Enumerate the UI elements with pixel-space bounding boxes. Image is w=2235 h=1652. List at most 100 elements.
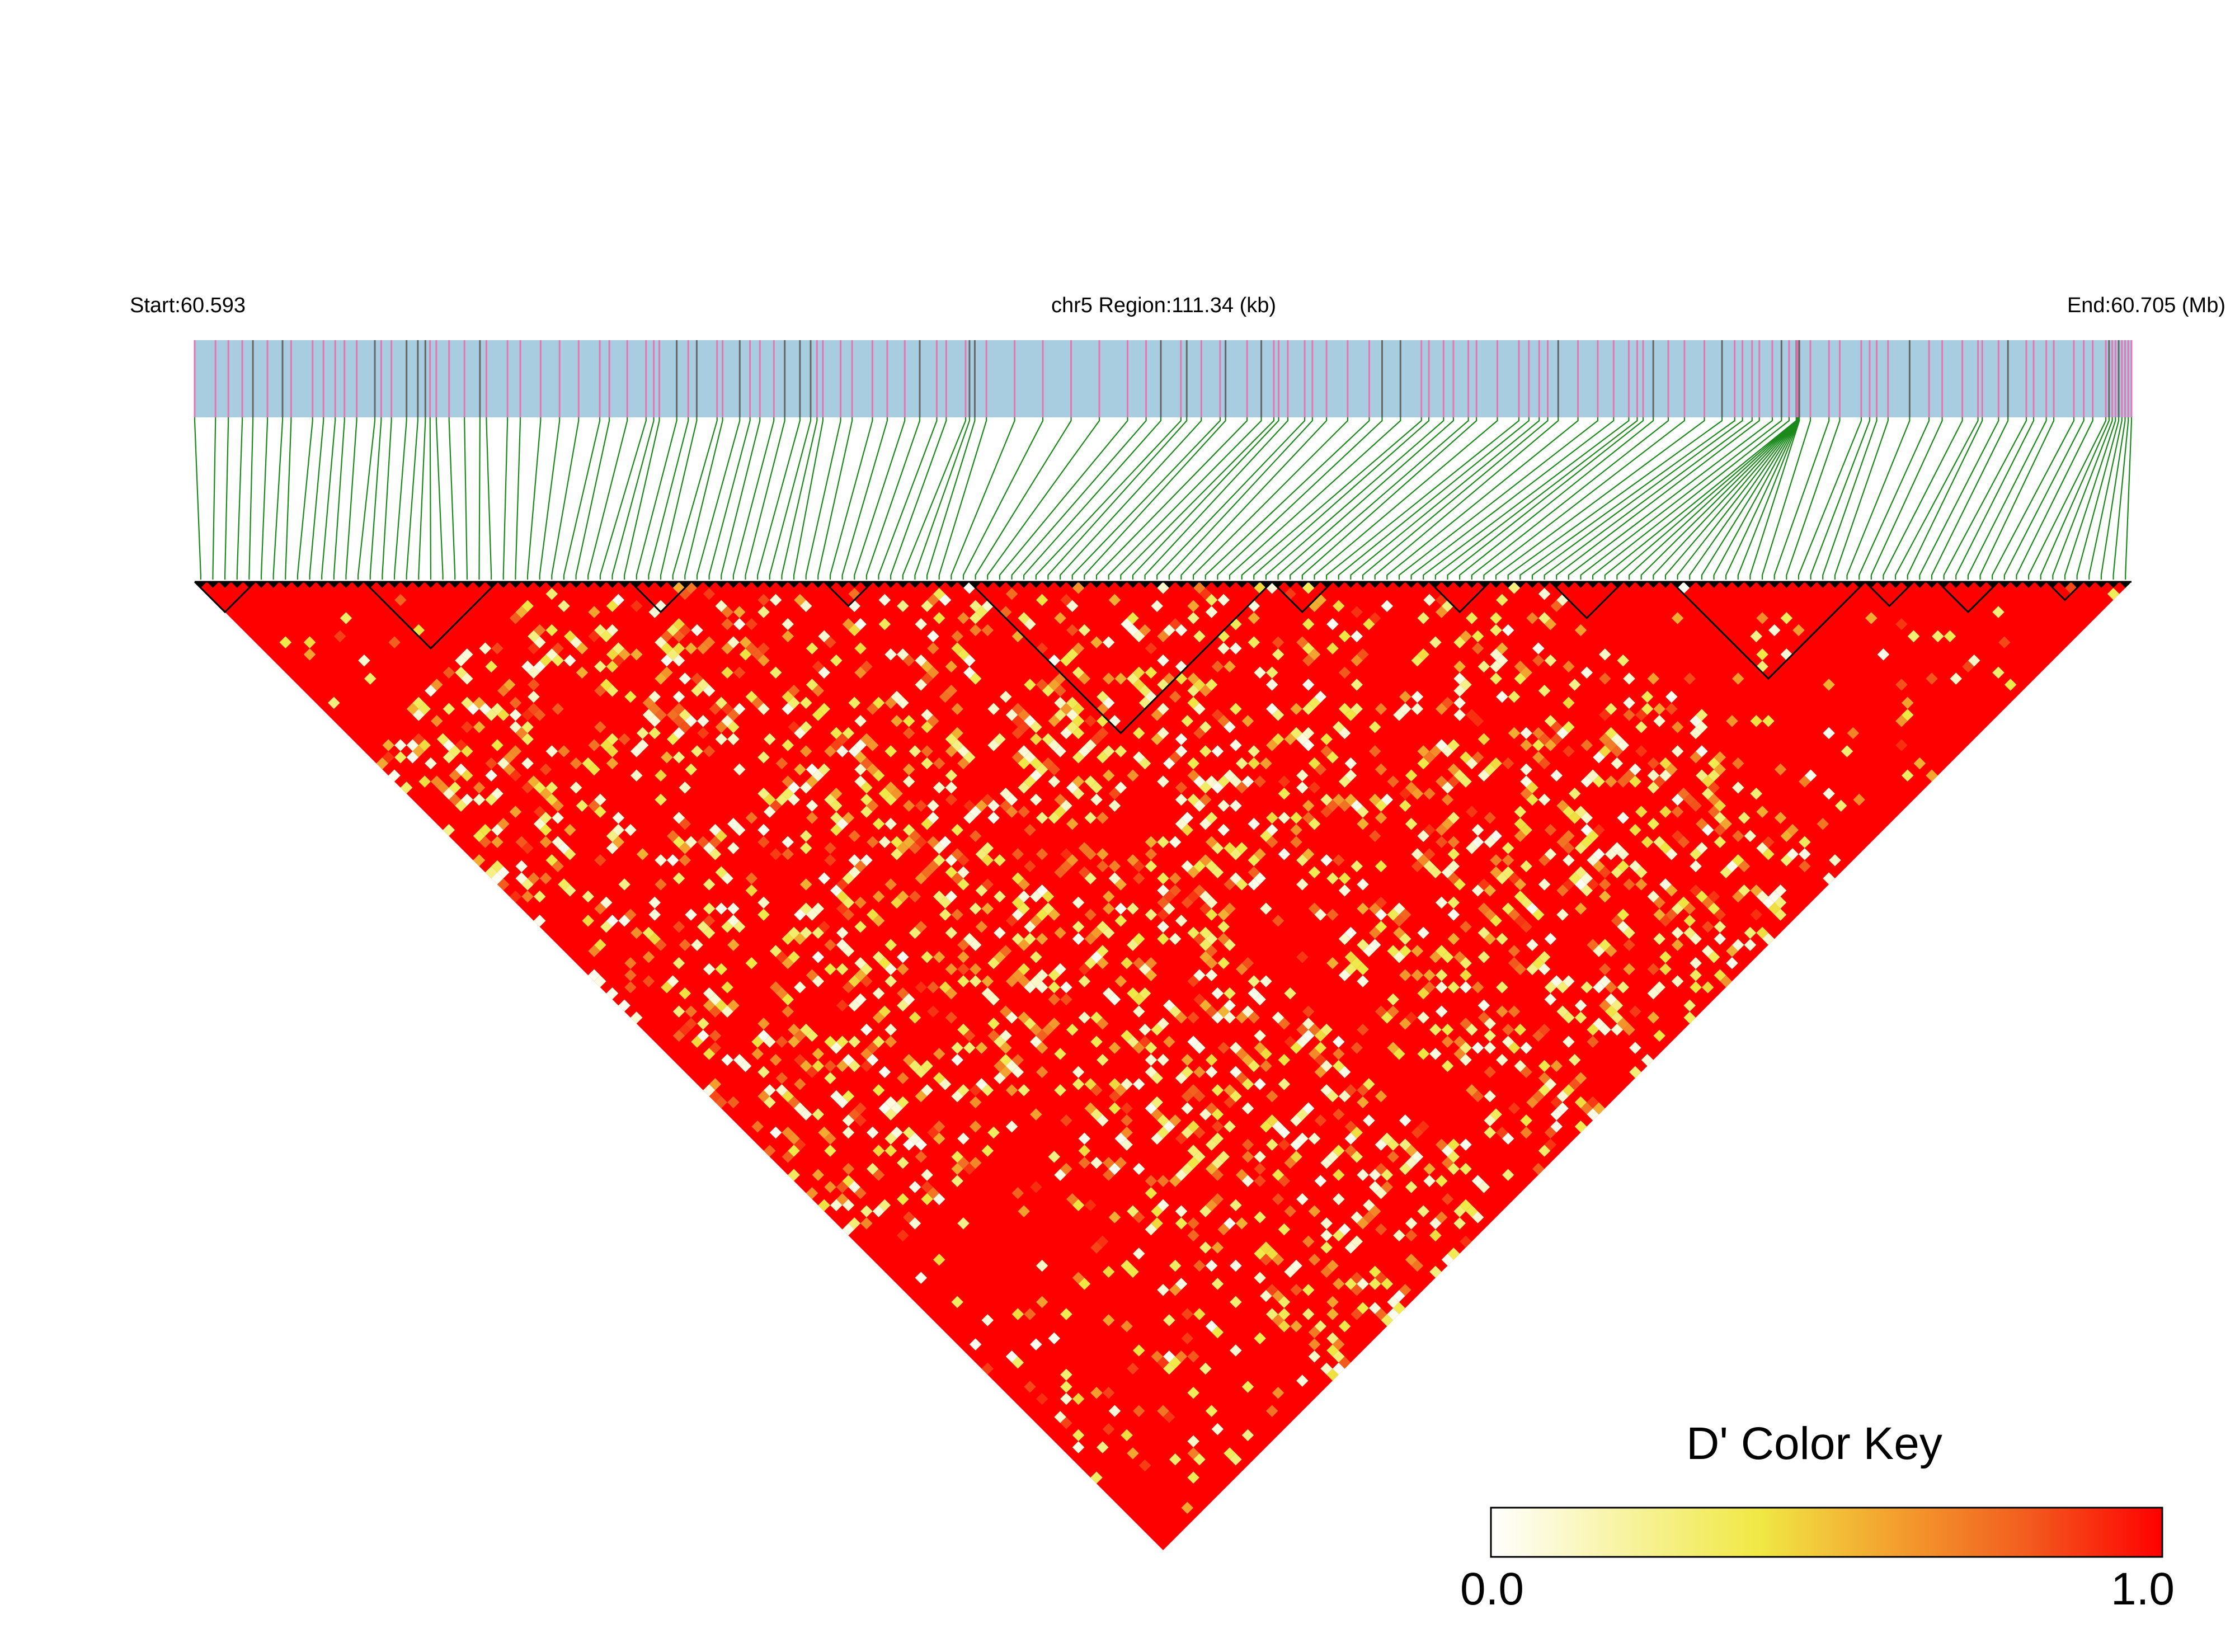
ld-cell xyxy=(981,1362,994,1375)
ld-cell xyxy=(1169,1283,1182,1296)
ld-cell xyxy=(1375,1223,1387,1236)
snp-marker xyxy=(1937,582,1950,588)
ld-cell xyxy=(799,878,812,891)
snp-marker xyxy=(1659,582,1672,588)
ld-cell xyxy=(872,1011,885,1024)
snp-marker xyxy=(364,582,377,588)
ld-cell xyxy=(570,782,582,794)
ld-cell xyxy=(594,721,606,733)
ld-cell xyxy=(1175,782,1188,794)
ld-cell xyxy=(1563,1036,1575,1048)
ld-cell xyxy=(1471,1211,1484,1223)
ld-cell xyxy=(902,763,915,776)
ld-cell xyxy=(1665,909,1678,921)
ld-cell xyxy=(1175,1011,1188,1024)
ld-cell xyxy=(1363,1114,1375,1127)
ld-cell xyxy=(1538,733,1551,746)
ld-cell xyxy=(1036,1296,1048,1309)
ld-cell xyxy=(1181,1162,1194,1175)
snp-connector xyxy=(999,417,1128,580)
ld-cell xyxy=(751,1048,764,1060)
snp-connector xyxy=(914,417,971,580)
ld-cell xyxy=(539,812,552,824)
ld-cell xyxy=(757,823,770,836)
ld-cell xyxy=(1647,817,1660,830)
snp-marker xyxy=(2046,582,2059,588)
ld-cell xyxy=(358,654,370,667)
ld-cell xyxy=(479,823,492,836)
ld-cell xyxy=(1308,817,1321,830)
ld-cell xyxy=(418,775,431,788)
snp-connector xyxy=(393,417,407,580)
ld-cell xyxy=(1199,1362,1212,1375)
ld-cell xyxy=(921,709,933,721)
ld-cell xyxy=(1798,848,1811,860)
ld-cell xyxy=(715,902,728,915)
ld-cell xyxy=(539,787,552,800)
ld-cell xyxy=(1072,775,1085,788)
ld-cell xyxy=(1181,1102,1194,1115)
ld-cell xyxy=(528,642,540,655)
ld-cell xyxy=(1248,975,1260,987)
ld-cell xyxy=(1127,769,1139,782)
ld-cell xyxy=(1011,933,1024,945)
ld-cell xyxy=(436,733,449,746)
snp-connector xyxy=(1580,417,1782,580)
ld-cell xyxy=(1181,1066,1194,1079)
ld-cell xyxy=(1084,715,1097,727)
snp-connector xyxy=(435,417,444,580)
ld-cell xyxy=(1544,1078,1557,1090)
ld-cell xyxy=(1090,1108,1103,1121)
ld-cell xyxy=(1145,1102,1158,1115)
ld-cell xyxy=(1296,878,1309,891)
ld-cell xyxy=(933,1072,945,1084)
ld-cell xyxy=(1357,1023,1369,1036)
ld-cell xyxy=(1090,1156,1103,1169)
ld-cell xyxy=(1508,727,1521,740)
ld-cell xyxy=(1272,636,1284,649)
ld-cell xyxy=(388,636,401,649)
ld-cell xyxy=(1471,642,1484,655)
ld-cell xyxy=(1102,926,1115,939)
ld-cell xyxy=(515,606,528,618)
ld-cell xyxy=(1217,957,1230,969)
ld-cell xyxy=(1441,1193,1454,1206)
ld-cell xyxy=(1556,1005,1569,1018)
ld-cell xyxy=(1683,1011,1696,1024)
ld-cell xyxy=(1532,1090,1545,1103)
ld-cell xyxy=(951,1042,963,1054)
ld-cell xyxy=(1647,672,1660,685)
ld-cell xyxy=(1605,848,1617,860)
ld-cell xyxy=(745,618,758,630)
ld-cell xyxy=(1587,1036,1599,1048)
ld-cell xyxy=(1066,1023,1079,1036)
ld-cell xyxy=(491,642,504,655)
ld-cell xyxy=(1544,739,1557,751)
ld-cell xyxy=(1605,1005,1617,1018)
ld-cell xyxy=(666,975,679,987)
ld-cell xyxy=(1780,612,1793,624)
ld-cell xyxy=(1254,1248,1266,1260)
ld-cell xyxy=(782,848,794,860)
ld-cell xyxy=(1308,1023,1321,1036)
ld-cell xyxy=(624,957,637,969)
ld-cell xyxy=(533,782,546,794)
ld-cell xyxy=(1278,1320,1291,1333)
ld-cell xyxy=(1556,1090,1569,1103)
ld-cell xyxy=(981,987,994,1000)
ld-cell xyxy=(799,721,812,733)
snp-connector xyxy=(369,417,382,580)
ld-cell xyxy=(1750,715,1763,727)
ld-cell xyxy=(1211,782,1224,794)
ld-cell xyxy=(1731,890,1744,903)
ld-cell xyxy=(449,769,462,782)
ld-cell xyxy=(1145,1042,1158,1054)
ld-cell xyxy=(1514,915,1527,927)
ld-cell xyxy=(1496,933,1508,945)
ld-cell xyxy=(1556,909,1569,921)
snp-connector xyxy=(526,417,542,580)
ld-cell xyxy=(1193,860,1206,873)
ld-cell xyxy=(1780,854,1793,867)
ld-cell xyxy=(1344,757,1357,770)
ld-cell xyxy=(1738,860,1751,873)
